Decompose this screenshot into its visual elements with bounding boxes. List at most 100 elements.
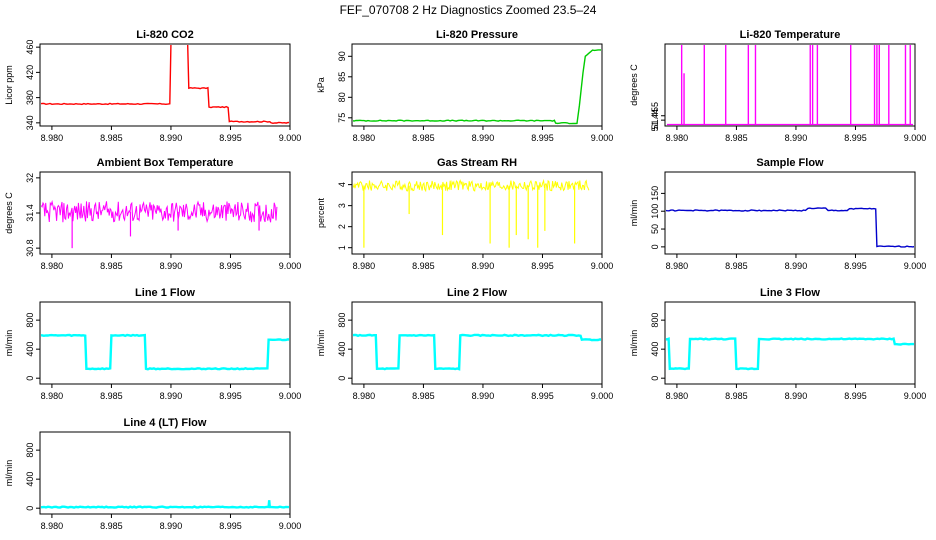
x-tick-label: 8.980 [353,133,376,143]
panels: Li-820 CO2 8.980 8.985 8.990 8.995 9.000 340 3 8… [4,29,926,531]
x-tick-label: 9.000 [279,391,302,401]
x-tick-label: 8.990 [160,521,183,531]
x-tick-label: 8.990 [472,133,495,143]
chart-panel-1: Li-820 CO2 8.980 8.985 8.990 8.995 9.000 340 38… [4,29,301,143]
x-tick-label: 9.000 [279,521,302,531]
x-tick-label: 8.980 [353,261,376,271]
chart-panel-8: Line 2 Flow 8.980 8.985 8.990 8.995 9.000 0 400… [316,287,613,401]
y-axis-label: degrees C [629,64,639,106]
chart-title: Li-820 Pressure [436,29,518,41]
y-tick-label: 800 [337,313,347,328]
x-tick-label: 8.985 [412,391,435,401]
y-axis-label: percent [316,197,326,228]
x-tick-label: 8.980 [353,391,376,401]
series-line [666,337,914,371]
x-tick-label: 9.000 [904,391,927,401]
x-tick-label: 8.995 [844,261,867,271]
x-tick-label: 8.980 [666,391,689,401]
chart-panel-9: Line 3 Flow 8.980 8.985 8.990 8.995 9.000 0 400… [629,287,926,401]
y-axis-label: kPa [316,77,326,93]
x-tick-label: 8.990 [160,261,183,271]
plot-frame [664,43,916,127]
y-tick-label: 340 [25,115,35,130]
y-axis-label: ml/min [4,460,14,487]
chart-panel-6: Sample Flow 8.980 8.985 8.990 8.995 9.000 0 50 1… [629,157,926,271]
x-tick-label: 8.985 [725,133,748,143]
x-tick-label: 9.000 [591,391,614,401]
y-tick-label: 0 [337,376,347,381]
y-tick-label: 400 [650,342,660,357]
y-tick-label: 460 [25,40,35,55]
chart-panel-7: Line 1 Flow 8.980 8.985 8.990 8.995 9.000 0 400… [4,287,301,401]
x-tick-label: 8.995 [844,133,867,143]
x-tick-label: 8.990 [472,261,495,271]
plot-frame [351,301,603,385]
x-tick-label: 8.985 [100,133,123,143]
y-tick-label: 0 [650,244,660,249]
chart-panel-10: Line 4 (LT) Flow 8.980 8.985 8.990 8.995 9.00… [4,417,301,531]
plot-frame [664,171,916,255]
x-tick-label: 9.000 [279,133,302,143]
chart-title: Line 1 Flow [135,287,195,299]
x-tick-label: 8.980 [41,261,64,271]
series-line [353,49,601,125]
x-tick-label: 9.000 [904,261,927,271]
x-tick-label: 8.990 [472,391,495,401]
x-tick-label: 8.985 [725,261,748,271]
y-tick-label: 400 [337,342,347,357]
chart-title: Line 3 Flow [760,287,820,299]
chart-title: Li-820 Temperature [740,29,841,41]
chart-title: Line 4 (LT) Flow [124,417,207,429]
x-tick-label: 9.000 [591,133,614,143]
chart-title: Li-820 CO2 [136,29,193,41]
series-line [666,207,914,248]
x-tick-label: 8.985 [100,391,123,401]
x-tick-label: 9.000 [279,261,302,271]
y-axis-label: ml/min [316,330,326,357]
x-tick-label: 8.980 [41,521,64,531]
y-tick-label: 90 [337,51,347,61]
x-tick-label: 8.995 [219,391,242,401]
x-tick-label: 8.995 [844,391,867,401]
y-axis-label: ml/min [4,330,14,357]
y-tick-label: 100 [650,204,660,219]
y-axis-label: degrees C [4,192,14,234]
x-tick-label: 8.980 [41,391,64,401]
x-tick-label: 8.985 [725,391,748,401]
x-tick-label: 8.985 [412,133,435,143]
plot-frame [39,301,291,385]
y-tick-label: 1 [337,245,347,250]
chart-title: Ambient Box Temperature [97,157,234,169]
y-tick-label: 30.8 [25,239,35,257]
y-tick-label: 85 [337,72,347,82]
x-tick-label: 8.995 [531,391,554,401]
x-tick-label: 8.995 [531,133,554,143]
x-tick-label: 8.985 [412,261,435,271]
y-tick-label: 3 [337,203,347,208]
series-line [353,333,601,371]
x-tick-label: 8.995 [219,261,242,271]
y-tick-label: 4 [337,182,347,187]
x-tick-label: 8.990 [785,133,808,143]
y-tick-label: 51.44 [650,109,660,132]
plot-frame [39,43,291,127]
y-tick-label: 80 [337,92,347,102]
x-tick-label: 8.995 [219,521,242,531]
y-tick-label: 2 [337,224,347,229]
y-axis-label: ml/min [629,330,639,357]
series-line [41,45,289,125]
chart-panel-3: Li-820 Temperature 8.980 8.985 8.990 8.995 9.… [629,29,926,143]
chart-panel-5: Gas Stream RH 8.980 8.985 8.990 8.995 9.000 1 2… [316,157,613,271]
y-tick-label: 50 [650,224,660,234]
x-tick-label: 8.985 [100,521,123,531]
chart-title: Gas Stream RH [437,157,517,169]
series-line [41,199,278,224]
x-tick-label: 8.995 [219,133,242,143]
y-tick-label: 400 [25,342,35,357]
y-tick-label: 0 [650,376,660,381]
x-tick-label: 8.990 [160,133,183,143]
y-tick-label: 31.4 [25,204,35,222]
x-tick-label: 8.990 [785,261,808,271]
y-tick-label: 75 [337,113,347,123]
series-line [41,333,289,371]
